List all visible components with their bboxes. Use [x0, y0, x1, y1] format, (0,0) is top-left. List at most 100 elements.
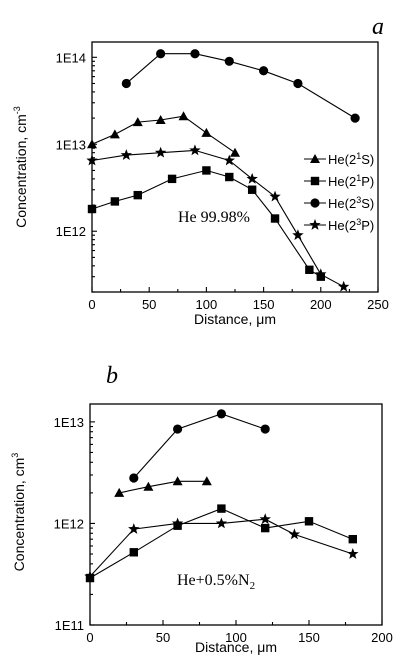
data-point-square	[225, 172, 234, 182]
panel-a-annotation: He 99.98%	[178, 209, 250, 226]
data-point-circle	[260, 424, 270, 434]
data-point-star	[128, 523, 140, 534]
data-point-square	[110, 197, 120, 206]
data-point-square	[304, 517, 314, 526]
data-point-circle	[293, 78, 303, 89]
data-point-circle	[216, 409, 226, 419]
data-point-star	[288, 528, 301, 540]
data-point-triangle	[114, 487, 125, 497]
data-point-star	[292, 229, 304, 241]
data-point-star	[120, 149, 133, 160]
y-tick-label: 1E14	[56, 50, 86, 65]
data-point-star	[171, 517, 184, 529]
panel-a-y-ticks: 1E12 1E13 1E14	[56, 50, 97, 293]
data-point-square	[261, 523, 270, 533]
data-point-star	[84, 570, 96, 582]
x-tick-label: 100	[196, 297, 218, 312]
data-point-star	[154, 146, 167, 158]
panel-a-x-axis-label: Distance, μm	[194, 311, 276, 327]
data-point-circle	[129, 473, 139, 483]
legend-marker-circle	[310, 198, 320, 208]
data-point-circle	[350, 113, 360, 123]
data-point-square	[270, 214, 280, 223]
data-point-triangle	[109, 129, 120, 139]
data-point-triangle	[201, 476, 212, 486]
data-point-star	[223, 154, 235, 166]
y-tick-label: 1E13	[54, 415, 84, 430]
y-tick-label: 1E12	[54, 516, 84, 531]
data-point-star	[337, 280, 350, 292]
panel-a-frame	[91, 41, 379, 293]
legend-label: He(21P)	[328, 173, 374, 189]
data-point-square	[87, 204, 97, 214]
panel-a-label: a	[372, 14, 384, 40]
panel-b-y-ticks: 1E11 1E12 1E13	[54, 415, 95, 633]
panel-b-label: b	[106, 363, 118, 389]
series-line-circle	[133, 413, 266, 479]
data-point-triangle	[178, 111, 189, 121]
panel-b-x-axis-label: Distance, μm	[195, 639, 277, 655]
data-point-star	[189, 144, 201, 156]
data-point-star	[269, 190, 281, 202]
x-tick-label: 50	[142, 297, 156, 312]
data-point-star	[246, 172, 258, 184]
x-tick-label: 150	[253, 297, 275, 312]
data-point-square	[305, 265, 314, 275]
x-tick-label: 150	[298, 630, 320, 645]
legend-marker-square	[310, 176, 320, 186]
data-point-circle	[121, 78, 131, 89]
x-tick-label: 0	[88, 297, 95, 312]
data-point-triangle	[143, 481, 154, 491]
data-point-square	[129, 548, 138, 557]
data-point-star	[259, 513, 271, 525]
series-line-circle	[125, 53, 356, 119]
y-tick-label: 1E11	[55, 618, 84, 633]
data-point-triangle	[172, 476, 183, 486]
panel-a-y-axis-label: Concentration, cm-3	[12, 106, 29, 228]
x-tick-label: 200	[310, 297, 332, 312]
series-line-triangle	[119, 480, 207, 494]
panel-a-legend: He(21S) He(21P) He(23S) He(23P)	[304, 151, 374, 233]
data-point-square	[217, 504, 226, 513]
panel-a-series	[86, 49, 360, 292]
legend-label: He(21S)	[328, 151, 374, 167]
x-tick-label: 0	[86, 630, 93, 645]
y-tick-label: 1E13	[56, 137, 86, 152]
panel-b-x-ticks: 0 50 100 150 200	[86, 620, 393, 645]
panel-b: b 0 50 100 150 200 1E11 1E12 1E13 Distance, μm…	[10, 363, 393, 655]
x-tick-label: 100	[225, 630, 247, 645]
data-point-triangle	[132, 117, 143, 127]
series-line-square	[91, 169, 322, 278]
data-point-circle	[259, 66, 269, 76]
data-point-star	[315, 268, 327, 280]
legend-label: He(23P)	[328, 217, 374, 233]
x-tick-label: 200	[371, 630, 393, 645]
data-point-square	[167, 174, 177, 184]
data-point-square	[133, 190, 142, 200]
data-point-circle	[190, 49, 200, 59]
x-tick-label: 250	[367, 297, 389, 312]
data-point-triangle	[155, 115, 166, 125]
x-tick-label: 50	[156, 630, 170, 645]
data-point-triangle	[87, 139, 97, 149]
series-line-star	[91, 149, 344, 288]
data-point-triangle	[230, 147, 240, 157]
panel-a: a 0 50 100 150 200 250 1E12 1E13 1E14 Distance,…	[12, 14, 389, 327]
panel-b-annotation: He+0.5%N2	[177, 572, 255, 592]
data-point-star	[347, 548, 359, 559]
panel-b-series	[84, 409, 359, 583]
data-point-square	[247, 185, 257, 194]
data-point-square	[348, 534, 357, 544]
data-point-star	[86, 154, 98, 166]
data-point-triangle	[201, 127, 212, 137]
y-tick-label: 1E12	[56, 224, 86, 239]
panel-a-x-ticks: 0 50 100 150 200 250	[88, 287, 389, 312]
data-point-star	[215, 517, 228, 529]
legend-label: He(23S)	[328, 195, 374, 211]
data-point-circle	[156, 49, 166, 59]
data-point-square	[202, 166, 211, 175]
data-point-circle	[173, 424, 183, 434]
panel-b-y-axis-label: Concentration, cm3	[10, 453, 27, 572]
panel-a-axes	[91, 41, 379, 293]
